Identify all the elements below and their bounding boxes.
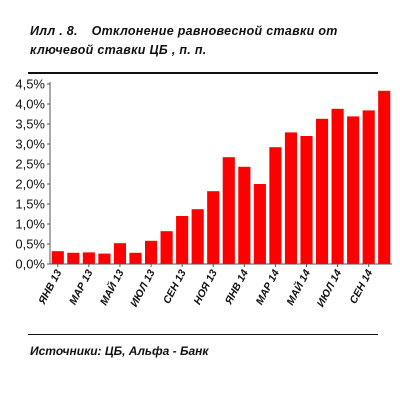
y-tick-label: 4,0% (15, 97, 45, 112)
x-tick-label: МАЙ 14 (284, 267, 314, 307)
top-rule (28, 72, 378, 74)
bar (315, 118, 329, 264)
y-tick-label: 0,5% (15, 237, 45, 252)
y-tick-label: 3,5% (15, 117, 45, 132)
caption-line-1: Илл . 8. Отклонение равновесной ставки о… (30, 22, 370, 41)
caption-title-part-2: ключевой ставки ЦБ , п. п. (30, 43, 207, 57)
caption-number: Илл . 8. (30, 24, 78, 38)
y-tick-label: 3,0% (15, 137, 45, 152)
y-tick-label: 2,5% (15, 157, 45, 172)
bar (160, 231, 173, 264)
x-tick-label: ИЮЛ 13 (128, 268, 158, 309)
bar (129, 252, 142, 264)
x-tick-label: МАР 13 (67, 268, 95, 307)
x-tick-label: МАР 14 (254, 268, 282, 307)
bar (67, 252, 80, 264)
bar (253, 184, 266, 264)
bar (144, 240, 158, 264)
x-tick-label: ЯНВ 14 (222, 268, 251, 308)
bar (238, 166, 251, 264)
bar (113, 243, 127, 264)
x-tick-label: СЕН 13 (161, 268, 189, 306)
bar (378, 90, 391, 264)
y-tick-label: 1,5% (15, 197, 45, 212)
chart-caption: Илл . 8. Отклонение равновесной ставки о… (30, 22, 370, 60)
bottom-rule (28, 334, 378, 335)
y-tick-label: 4,5% (15, 77, 45, 92)
x-tick-label: ИЮЛ 14 (315, 268, 345, 309)
bar (207, 191, 220, 264)
bar (176, 216, 189, 264)
axes (49, 82, 392, 265)
bar (222, 157, 235, 264)
caption-title-part-1: Отклонение равновесной ставки от (91, 24, 338, 38)
y-axis-ticks: 0,0% 0,5% 1,0% 1,5% 2,0% 2,5% 3,0% 3,5% 4,0% 4,5% (15, 77, 50, 272)
bar (98, 253, 111, 264)
bar (300, 136, 313, 264)
y-tick-label: 2,0% (15, 177, 45, 192)
bar (269, 147, 282, 264)
bar (51, 251, 64, 264)
bar (284, 132, 298, 264)
x-tick-label: НОЯ 13 (192, 268, 220, 307)
x-tick-label: ЯНВ 13 (36, 268, 65, 308)
bar (331, 108, 344, 264)
y-tick-label: 0,0% (15, 257, 45, 272)
x-tick-label: МАЙ 13 (97, 267, 127, 307)
bars (51, 90, 391, 265)
bar (191, 209, 204, 264)
y-tick-label: 1,0% (15, 217, 45, 232)
bar (362, 110, 375, 265)
x-tick-label: СЕН 14 (347, 268, 375, 306)
x-axis-ticks: ЯНВ 13 МАР 13 МАЙ 13 ИЮЛ 13 СЕН 13 НОЯ 13 ЯНВ … (36, 264, 375, 309)
bar (347, 116, 360, 265)
bar (82, 252, 95, 264)
source-note: Источники: ЦБ, Альфа - Банк (30, 344, 209, 358)
